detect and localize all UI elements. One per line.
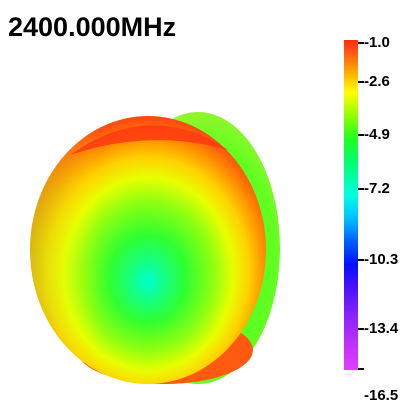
- colorbar-tick-label: -1.0: [364, 34, 390, 51]
- colorbar-tick-mark: [358, 188, 364, 190]
- colorbar-tick-mark: [358, 42, 364, 44]
- colorbar-tick-label: -4.9: [364, 126, 390, 143]
- colorbar-tick-mark: [358, 259, 364, 261]
- color-scale-bar: [344, 40, 358, 370]
- lobe-edge-shading: [30, 116, 266, 384]
- colorbar-tick-mark: [358, 328, 364, 330]
- colorbar-tick-mark: [358, 368, 364, 370]
- top-cap-highlight: [70, 125, 228, 155]
- colorbar-tick-label: -13.4: [364, 320, 399, 337]
- colorbar-tick-label: -10.3: [364, 251, 399, 268]
- colorbar-tick-label: -7.2: [364, 180, 390, 197]
- colorbar-tick-label: -16.5: [364, 387, 399, 404]
- colorbar-tick-label: -2.6: [364, 73, 390, 90]
- frequency-title: 2400.000MHz: [8, 12, 177, 42]
- colorbar-tick-mark: [358, 134, 364, 136]
- colorbar-tick-mark: [358, 81, 364, 83]
